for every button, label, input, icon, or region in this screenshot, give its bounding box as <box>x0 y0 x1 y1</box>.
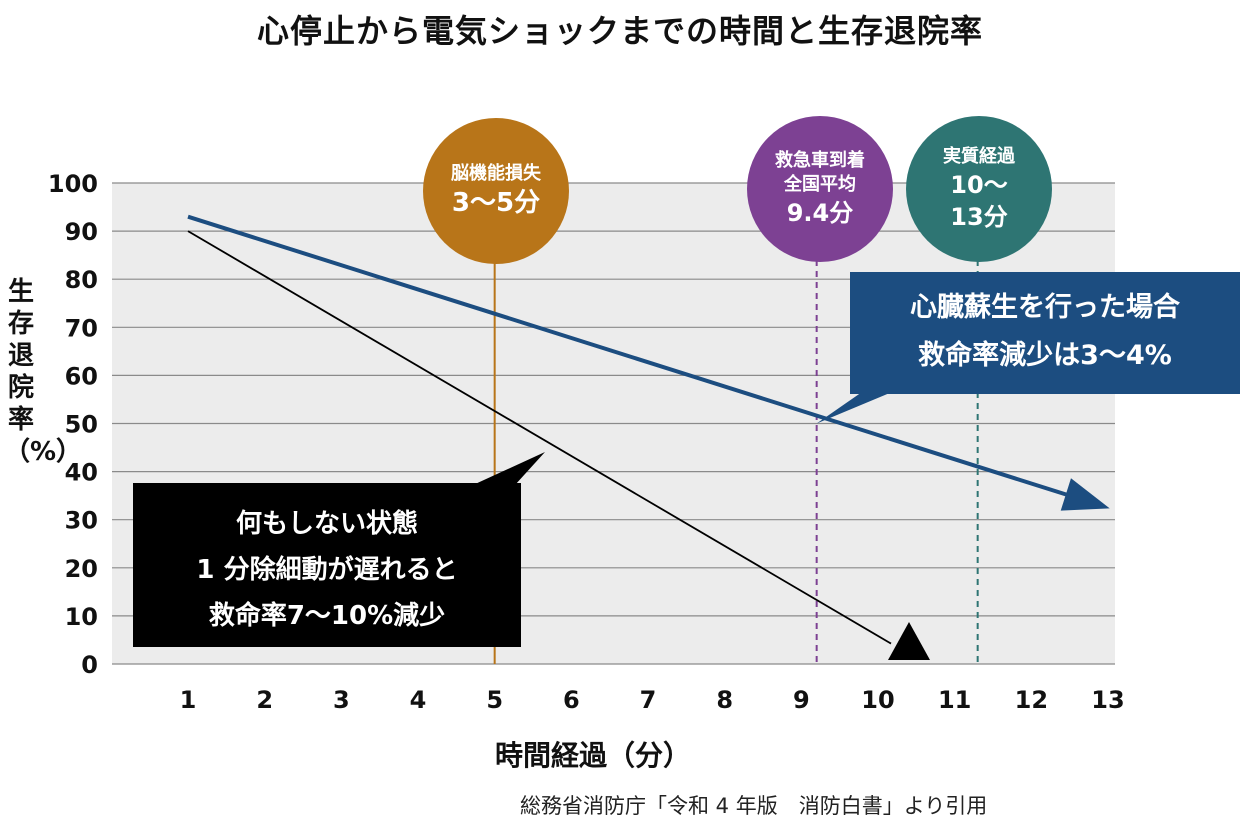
x-tick-label: 11 <box>938 686 971 714</box>
cpr-series-arrowhead <box>1060 478 1110 511</box>
chart-title: 心停止から電気ショックまでの時間と生存退院率 <box>256 12 983 50</box>
x-tick-label: 6 <box>563 686 580 714</box>
y-tick-label: 90 <box>65 218 98 246</box>
x-tick-label: 4 <box>410 686 427 714</box>
x-tick-label: 3 <box>333 686 350 714</box>
x-tick-label: 12 <box>1015 686 1048 714</box>
no-action-callout-line2: 1 分除細動が遅れると <box>196 555 458 585</box>
x-tick-label: 9 <box>793 686 810 714</box>
y-tick-label: 20 <box>65 555 98 583</box>
x-tick-label: 1 <box>180 686 197 714</box>
y-tick-label: 50 <box>65 411 98 439</box>
ambulance-arrival-marker: 救急車到着 全国平均 9.4分 <box>747 116 893 262</box>
cpr-callout-line1: 心臓蘇生を行った場合 <box>910 292 1180 323</box>
cpr-callout-pointer <box>816 392 892 424</box>
actual-elapsed-marker: 実質経過 10〜 13分 <box>906 116 1052 262</box>
cpr-series-line <box>187 214 1071 498</box>
y-tick-label: 10 <box>65 603 98 631</box>
ambulance-marker-line1: 救急車到着 <box>775 150 865 171</box>
x-axis-label: 時間経過（分） <box>495 739 692 772</box>
brain-marker-line2: 3〜5分 <box>451 188 541 218</box>
no-action-callout-line1: 何もしない状態 <box>235 509 418 539</box>
no-action-series-arrowhead <box>888 622 930 660</box>
y-tick-label: 30 <box>65 507 98 535</box>
actual-marker-line1: 実質経過 <box>943 146 1015 167</box>
brain-marker-line1: 脳機能損失 <box>451 163 541 184</box>
y-tick-label: 100 <box>48 170 98 198</box>
y-tick-label: 0 <box>81 651 98 679</box>
actual-marker-line3: 13分 <box>950 203 1008 231</box>
x-tick-label: 7 <box>640 686 657 714</box>
y-tick-label: 40 <box>65 459 98 487</box>
x-tick-label: 13 <box>1091 686 1124 714</box>
x-tick-label: 10 <box>861 686 894 714</box>
source-note: 総務省消防庁「令和 4 年版 消防白書」より引用 <box>520 794 988 818</box>
no-action-series-line <box>187 230 892 645</box>
no-action-callout-pointer <box>473 452 545 485</box>
y-tick-label: 70 <box>65 314 98 342</box>
ambulance-marker-line3: 9.4分 <box>786 199 854 227</box>
cpr-callout: 心臓蘇生を行った場合 救命率減少は3〜4% <box>850 272 1240 394</box>
ambulance-marker-line2: 全国平均 <box>784 174 856 195</box>
y-tick-label: 80 <box>65 266 98 294</box>
actual-marker-line2: 10〜 <box>950 171 1008 199</box>
y-tick-label: 60 <box>65 362 98 390</box>
x-tick-label: 2 <box>256 686 273 714</box>
no-action-callout-line3: 救命率7〜10%減少 <box>208 601 446 631</box>
brain-damage-marker: 脳機能損失 3〜5分 <box>423 118 569 264</box>
x-tick-label: 8 <box>716 686 733 714</box>
no-action-callout: 何もしない状態 1 分除細動が遅れると 救命率7〜10%減少 <box>133 483 521 647</box>
x-tick-label: 5 <box>486 686 503 714</box>
y-axis-label: 生存退院率（%） <box>4 277 83 467</box>
cpr-callout-line2: 救命率減少は3〜4% <box>918 340 1172 371</box>
